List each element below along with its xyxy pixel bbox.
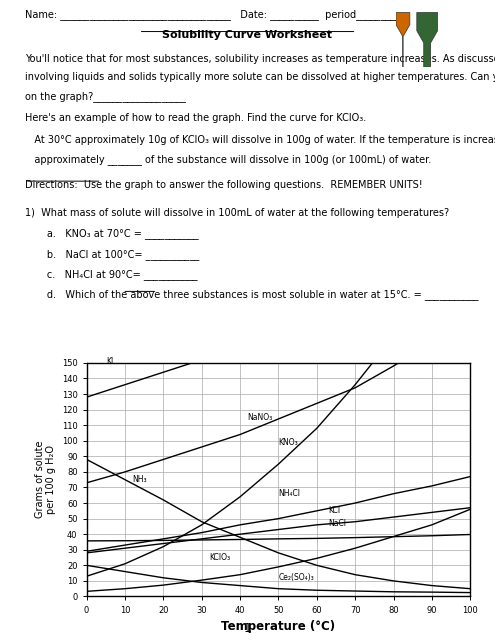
Text: c.   NH₄Cl at 90°C= ___________: c. NH₄Cl at 90°C= ___________ [25, 269, 197, 280]
Text: 1)  What mass of solute will dissolve in 100mL of water at the following tempera: 1) What mass of solute will dissolve in … [25, 208, 449, 218]
Text: KI: KI [106, 357, 113, 366]
X-axis label: Temperature (°C): Temperature (°C) [221, 620, 336, 633]
Text: d.   Which of the above three substances is most soluble in water at 15°C. = ___: d. Which of the above three substances i… [25, 289, 478, 300]
Text: Ce₂(SO₄)₃: Ce₂(SO₄)₃ [278, 573, 314, 582]
Text: Solubility Curve Worksheet: Solubility Curve Worksheet [162, 29, 333, 40]
Text: KClO₃: KClO₃ [209, 553, 231, 562]
Polygon shape [417, 12, 438, 67]
Text: KNO₃: KNO₃ [278, 438, 298, 447]
Text: You'll notice that for most substances, solubility increases as temperature incr: You'll notice that for most substances, … [25, 54, 495, 64]
Text: NH₃: NH₃ [133, 476, 148, 484]
Text: on the graph?___________________: on the graph?___________________ [25, 91, 186, 102]
Text: Directions:  Use the graph to answer the following questions.  REMEMBER UNITS!: Directions: Use the graph to answer the … [25, 180, 422, 190]
Text: NaNO₃: NaNO₃ [248, 413, 273, 422]
Text: approximately _______ of the substance will dissolve in 100g (or 100mL) of water: approximately _______ of the substance w… [25, 154, 431, 165]
Text: Here's an example of how to read the graph. Find the curve for KClO₃.: Here's an example of how to read the gra… [25, 113, 366, 124]
Text: NH₄Cl: NH₄Cl [278, 490, 300, 499]
Text: b.   NaCl at 100°C= ___________: b. NaCl at 100°C= ___________ [25, 249, 199, 260]
Text: a.   KNO₃ at 70°C = ___________: a. KNO₃ at 70°C = ___________ [25, 228, 198, 239]
Text: Name: ___________________________________   Date: __________  period__________: Name: __________________________________… [25, 9, 404, 20]
Text: NaCl: NaCl [328, 519, 346, 528]
Polygon shape [396, 12, 410, 67]
Y-axis label: Grams of solute
per 100 g H₂O: Grams of solute per 100 g H₂O [35, 441, 56, 518]
Text: 1: 1 [244, 622, 251, 636]
Text: At 30°C approximately 10g of KClO₃ will dissolve in 100g of water. If the temper: At 30°C approximately 10g of KClO₃ will … [25, 136, 495, 145]
Text: KCl: KCl [328, 506, 341, 515]
Text: involving liquids and solids typically more solute can be dissolved at higher te: involving liquids and solids typically m… [25, 72, 495, 83]
